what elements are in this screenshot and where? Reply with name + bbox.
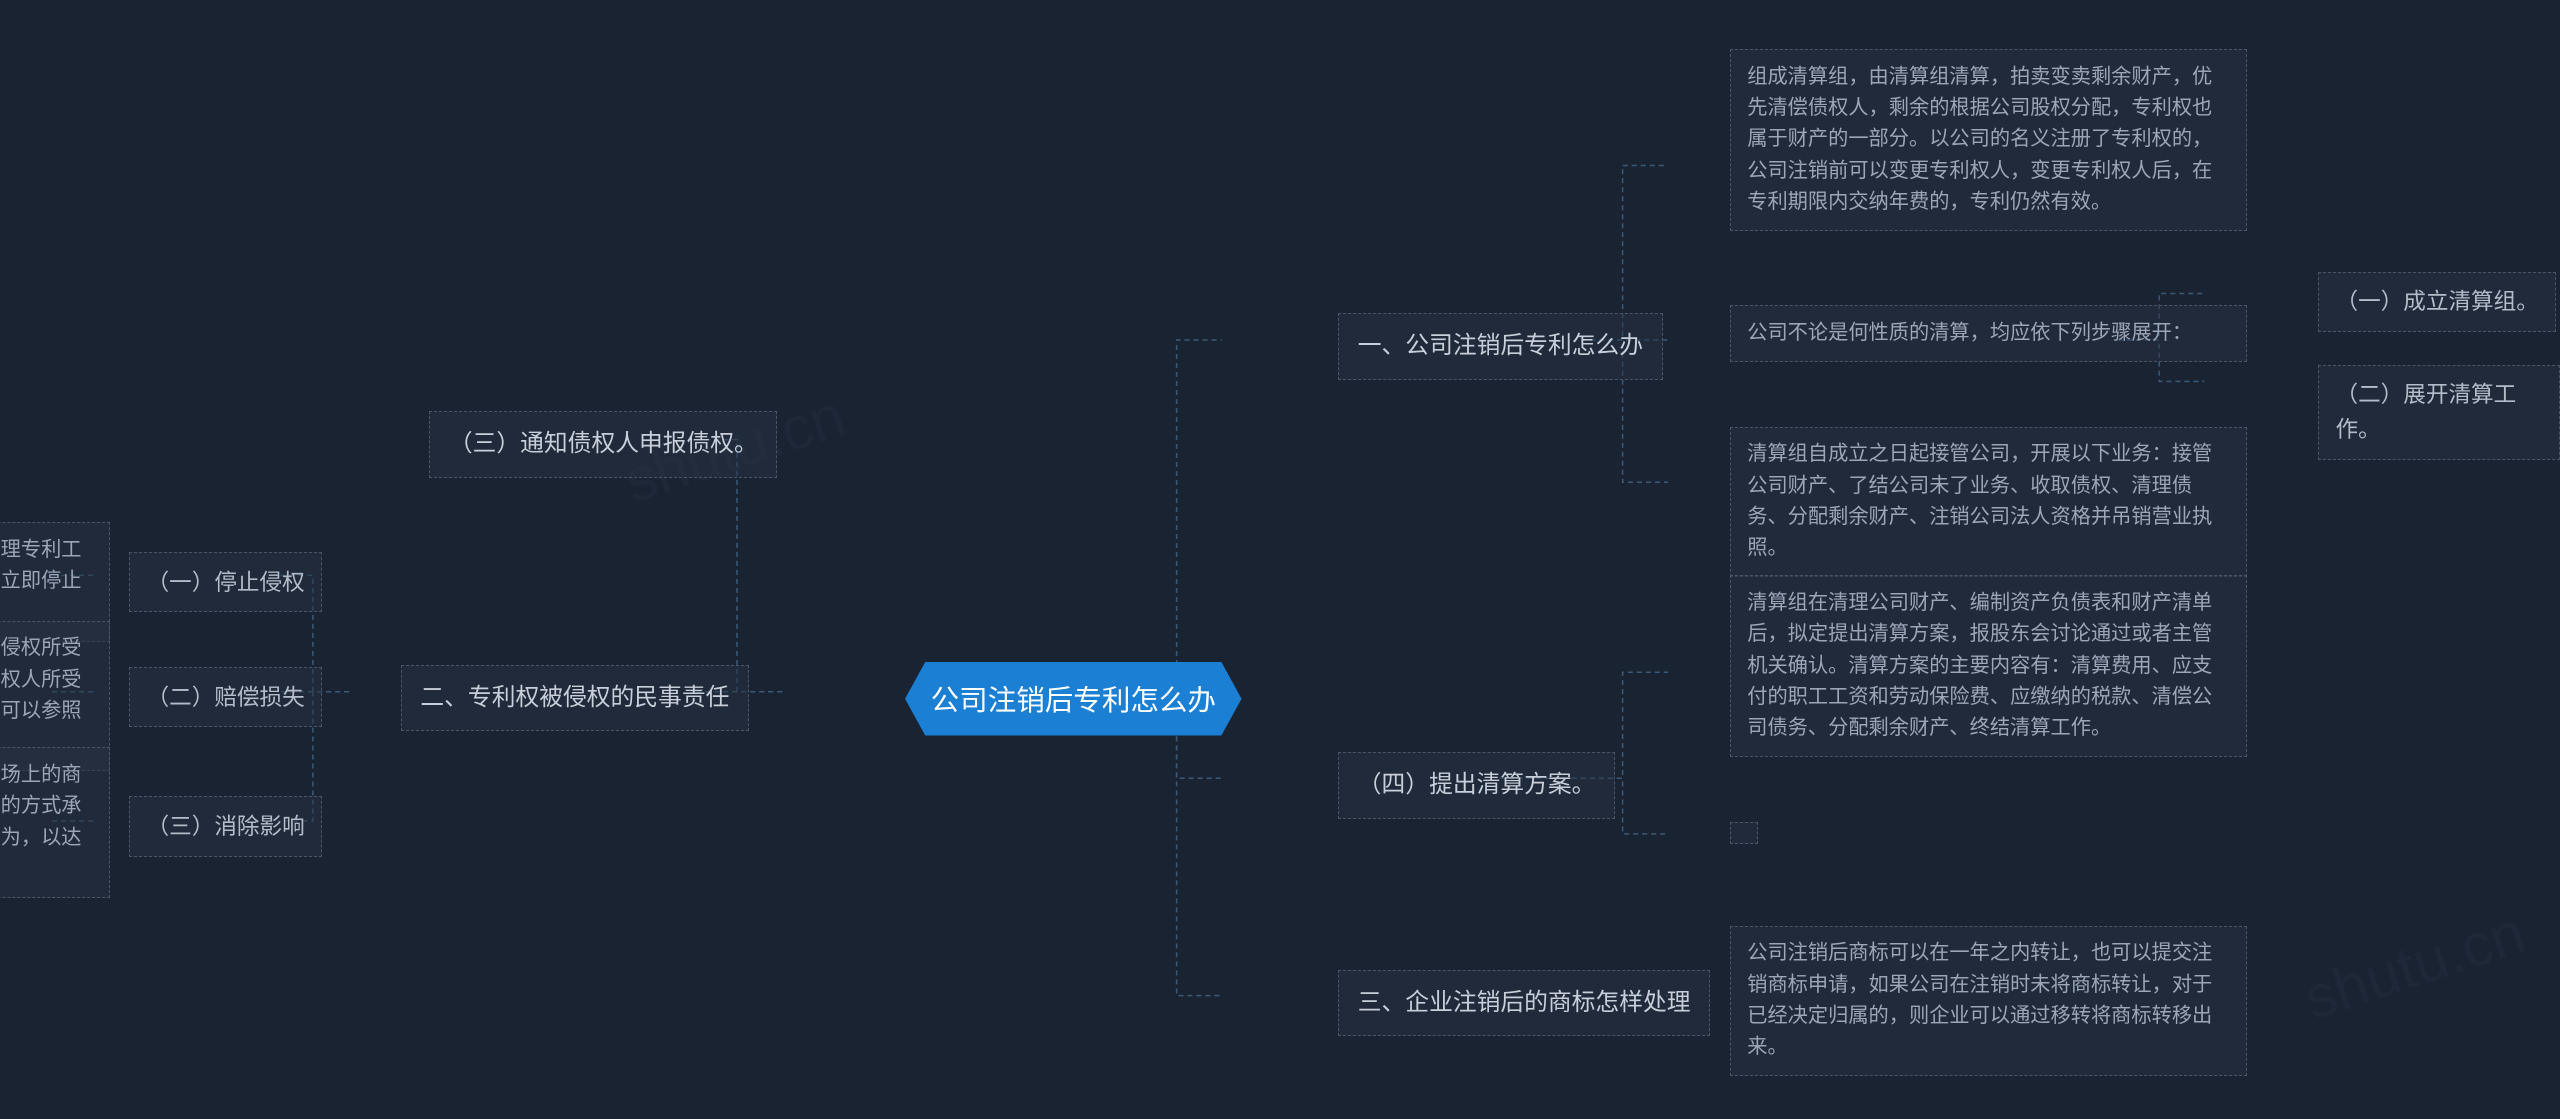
leaf-l2-c3-detail[interactable]: 在侵权行为人实施侵权行为给专利产品在市场上的商誉造成损害时，侵权行为人就应当采用… (0, 747, 110, 898)
watermark: shutu.cn (2296, 898, 2533, 1034)
leaf-r1-c2-g2[interactable]: （二）展开清算工作。 (2318, 365, 2560, 460)
branch-r1[interactable]: 一、公司注销后专利怎么办 (1338, 313, 1662, 380)
branch-l2[interactable]: 二、专利权被侵权的民事责任 (401, 665, 749, 732)
sub-l2-c3[interactable]: （三）消除影响 (129, 796, 322, 856)
leaf-r1-c2-g1[interactable]: （一）成立清算组。 (2318, 272, 2556, 332)
leaf-r1-c2[interactable]: 公司不论是何性质的清算，均应依下列步骤展开： (1730, 305, 2247, 362)
branch-r2[interactable]: （四）提出清算方案。 (1338, 752, 1615, 819)
sub-l2-c2[interactable]: （二）赔偿损失 (129, 667, 322, 727)
leaf-r2-c1[interactable]: 清算组在清理公司财产、编制资产负债表和财产清单后，拟定提出清算方案，报股东会讨论… (1730, 575, 2247, 757)
sub-l2-c1[interactable]: （一）停止侵权 (129, 552, 322, 612)
leaf-r3-c1[interactable]: 公司注销后商标可以在一年之内转让，也可以提交注销商标申请，如果公司在注销时未将商… (1730, 926, 2247, 1077)
branch-r3[interactable]: 三、企业注销后的商标怎样处理 (1338, 970, 1710, 1037)
branch-l1[interactable]: （三）通知债权人申报债权。 (429, 411, 777, 478)
leaf-r2-c2-empty (1730, 822, 1758, 844)
leaf-r1-c3[interactable]: 清算组自成立之日起接管公司，开展以下业务：接管公司财产、了结公司未了业务、收取债… (1730, 427, 2247, 578)
leaf-r1-c1[interactable]: 组成清算组，由清算组清算，拍卖变卖剩余财产，优先清偿债权人，剩余的根据公司股权分… (1730, 49, 2247, 231)
root-node[interactable]: 公司注销后专利怎么办 (905, 662, 1242, 736)
